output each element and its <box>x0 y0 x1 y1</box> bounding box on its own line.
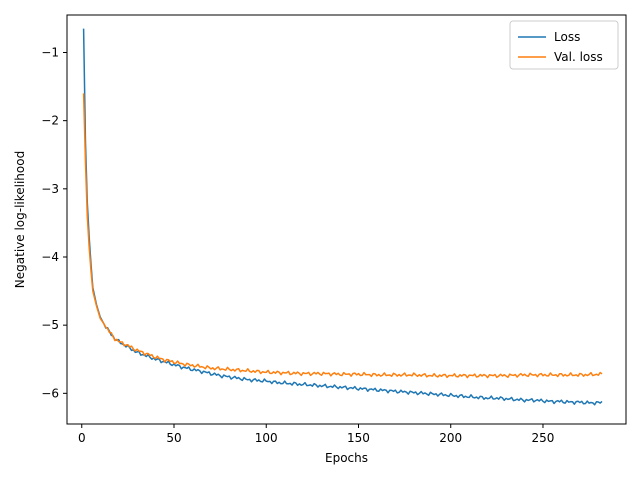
x-tick-label: 250 <box>532 431 555 445</box>
y-tick-label: −3 <box>41 182 59 196</box>
x-tick-label: 100 <box>255 431 278 445</box>
x-tick-label: 150 <box>347 431 370 445</box>
y-tick-label: −4 <box>41 250 59 264</box>
x-tick-label: 200 <box>439 431 462 445</box>
x-tick-label: 0 <box>78 431 86 445</box>
y-axis-label: Negative log-likelihood <box>13 151 27 288</box>
y-axis-ticks: −6 −5 −4 −3 −2 −1 <box>41 45 67 400</box>
x-axis-label: Epochs <box>325 451 368 465</box>
y-tick-label: −1 <box>41 45 59 59</box>
series-line-1 <box>82 28 603 406</box>
x-axis-ticks: 0 50 100 150 200 250 <box>78 424 554 445</box>
y-tick-label: −6 <box>41 386 59 400</box>
legend-label: Val. loss <box>554 50 603 64</box>
legend-label: Loss <box>554 30 580 44</box>
plot-frame <box>66 14 627 425</box>
y-tick-label: −5 <box>41 318 59 332</box>
series-line-2 <box>82 93 603 379</box>
x-tick-label: 50 <box>166 431 181 445</box>
legend: Loss Val. loss <box>509 20 619 70</box>
y-tick-label: −2 <box>41 114 59 128</box>
plot-lines <box>82 28 603 406</box>
